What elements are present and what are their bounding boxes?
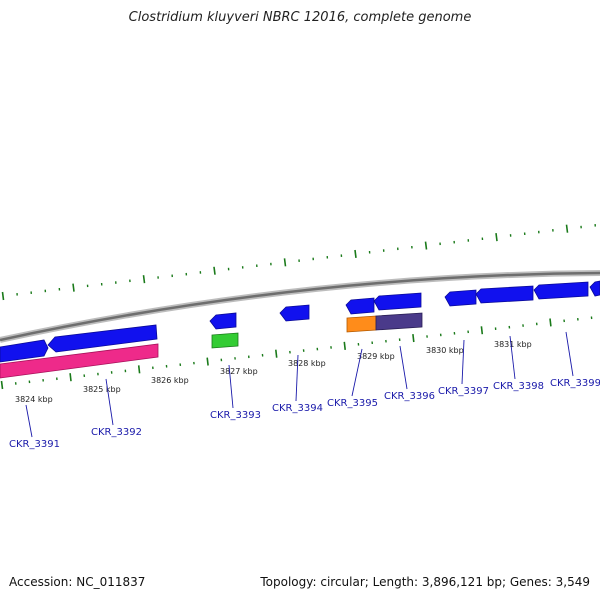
gene-arrow-ckr-3395[interactable] [345,297,375,315]
outer-tick-ring [1,224,596,301]
gene-arrow-ckr-3398[interactable] [475,285,534,304]
leader-line-ckr-3396 [399,345,408,390]
gene-label-ckr-3393[interactable]: CKR_3393 [210,410,261,421]
gene-arrow-ckr-3399[interactable] [533,281,589,300]
gene-leader-lines [25,331,574,438]
inner-tick [275,349,278,358]
leader-line-ckr-3397 [461,339,465,385]
outer-tick [565,224,569,233]
inner-tick [412,334,415,343]
gene-arrow-ckr-3397[interactable] [444,289,477,307]
gene-label-ckr-3394[interactable]: CKR_3394 [272,403,323,414]
kbp-label: 3830 kbp [426,346,464,355]
gene-labels: CKR_3391 CKR_3392 CKR_3393 CKR_3394 CKR_… [9,378,600,450]
gene-box-ckr-3393-green[interactable] [211,332,239,349]
accession-text: Accession: NC_011837 [9,575,146,589]
gene-arrow-partial-right[interactable] [589,280,600,297]
kbp-label: 3827 kbp [220,367,258,376]
leader-line-ckr-3394 [295,354,299,402]
kbp-label: 3825 kbp [83,385,121,394]
gene-track [0,280,600,379]
kbp-ruler: 3824 kbp 3825 kbp 3826 kbp 3827 kbp 3828… [15,340,532,404]
inner-tick [549,318,552,327]
leader-line-ckr-3398 [509,335,516,380]
gene-label-ckr-3398[interactable]: CKR_3398 [493,381,544,392]
kbp-label: 3828 kbp [288,359,326,368]
gene-arrow-ckr-3391[interactable] [0,339,49,363]
kbp-label: 3831 kbp [494,340,532,349]
gene-box-ckr-3396-purple[interactable] [375,312,423,331]
inner-tick [206,357,209,366]
kbp-label: 3824 kbp [15,395,53,404]
gene-label-ckr-3399[interactable]: CKR_3399 [550,378,600,389]
outer-tick [72,283,75,292]
inner-tick-ring [0,316,593,390]
gene-arrow-ckr-3392[interactable] [47,324,158,353]
outer-tick [142,275,146,284]
leader-line-ckr-3391 [25,404,33,438]
inner-tick [343,341,346,350]
inner-tick [69,373,72,382]
gene-label-ckr-3396[interactable]: CKR_3396 [384,391,435,402]
leader-line-ckr-3393 [228,364,234,409]
outer-tick [283,258,287,267]
inner-tick [137,365,141,374]
genome-stats-text: Topology: circular; Length: 3,896,121 bp… [260,575,590,589]
leader-line-ckr-3399 [565,331,574,377]
rna-feature-bar[interactable] [0,343,159,379]
gene-label-ckr-3392[interactable]: CKR_3392 [91,427,142,438]
gene-label-ckr-3395[interactable]: CKR_3395 [327,398,378,409]
inner-tick [0,380,4,390]
kbp-label: 3829 kbp [357,352,395,361]
leader-line-ckr-3392 [105,378,114,426]
outer-tick [1,291,5,301]
outer-tick [424,241,428,250]
outer-tick [354,249,357,259]
gene-arrow-ckr-3394[interactable] [279,304,310,322]
inner-tick [480,326,484,335]
gene-box-ckr-3395-orange[interactable] [346,315,377,333]
kbp-label: 3826 kbp [151,376,189,385]
gene-arrow-ckr-3393[interactable] [209,312,237,330]
leader-line-ckr-3395 [351,348,363,397]
gene-arrow-ckr-3396[interactable] [373,292,422,311]
gene-label-ckr-3397[interactable]: CKR_3397 [438,386,489,397]
outer-tick [213,266,216,275]
gene-label-ckr-3391[interactable]: CKR_3391 [9,439,60,450]
map-title: Clostridium kluyveri NBRC 12016, complet… [128,10,472,25]
outer-tick [495,233,498,242]
genome-backbone-core [0,271,600,342]
